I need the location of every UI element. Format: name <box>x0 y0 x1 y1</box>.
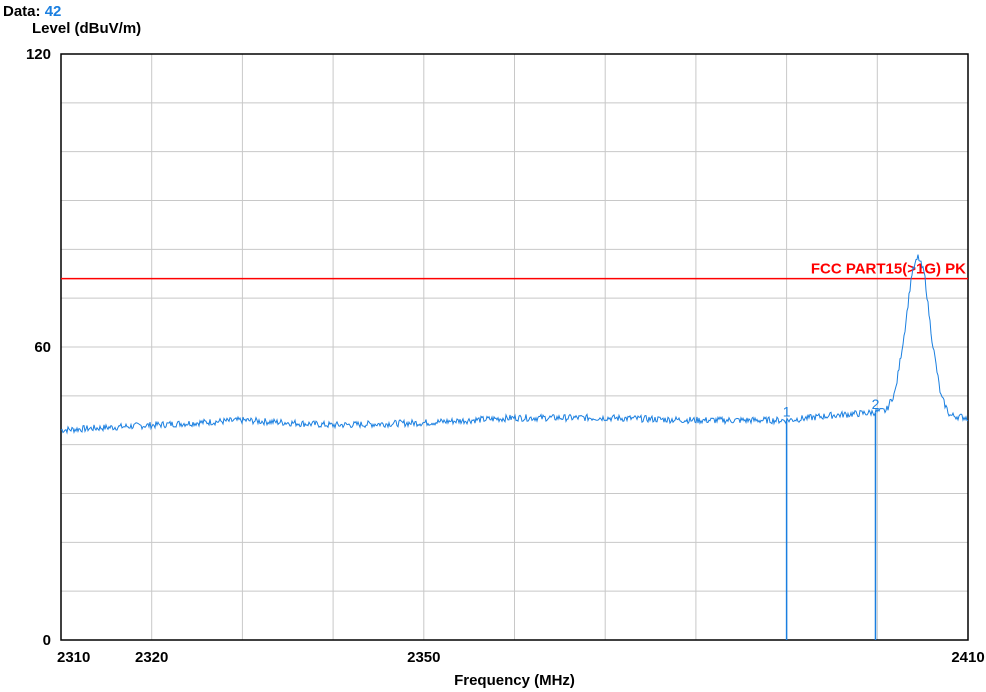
y-tick-label: 0 <box>43 632 51 649</box>
x-tick-label: 2320 <box>135 649 168 666</box>
y-tick-label: 120 <box>26 46 51 63</box>
data-id-value: 42 <box>44 3 62 20</box>
trace-line <box>60 254 969 435</box>
marker-label-1: 1 <box>783 403 791 419</box>
x-tick-labels: 2310 2320 2350 2410 <box>57 649 985 666</box>
x-tick-label: 2410 <box>951 649 984 666</box>
data-id-label: Data: 42 <box>3 3 61 20</box>
x-tick-label: 2310 <box>57 649 90 666</box>
x-axis-label: Frequency (MHz) <box>454 672 575 689</box>
limit-line-group: FCC PART15(>1G) PK <box>61 261 968 280</box>
y-axis-label: Level (dBuV/m) <box>32 20 142 37</box>
trace-group <box>60 254 969 435</box>
data-label: Data: <box>3 3 41 20</box>
plot-frame <box>60 53 969 641</box>
y-tick-label: 60 <box>34 339 51 356</box>
grid <box>61 54 968 640</box>
x-tick-label: 2350 <box>407 649 440 666</box>
limit-line-label: FCC PART15(>1G) PK <box>811 261 966 278</box>
y-tick-labels: 0 60 120 <box>26 46 51 649</box>
marker-label-2: 2 <box>872 396 880 412</box>
